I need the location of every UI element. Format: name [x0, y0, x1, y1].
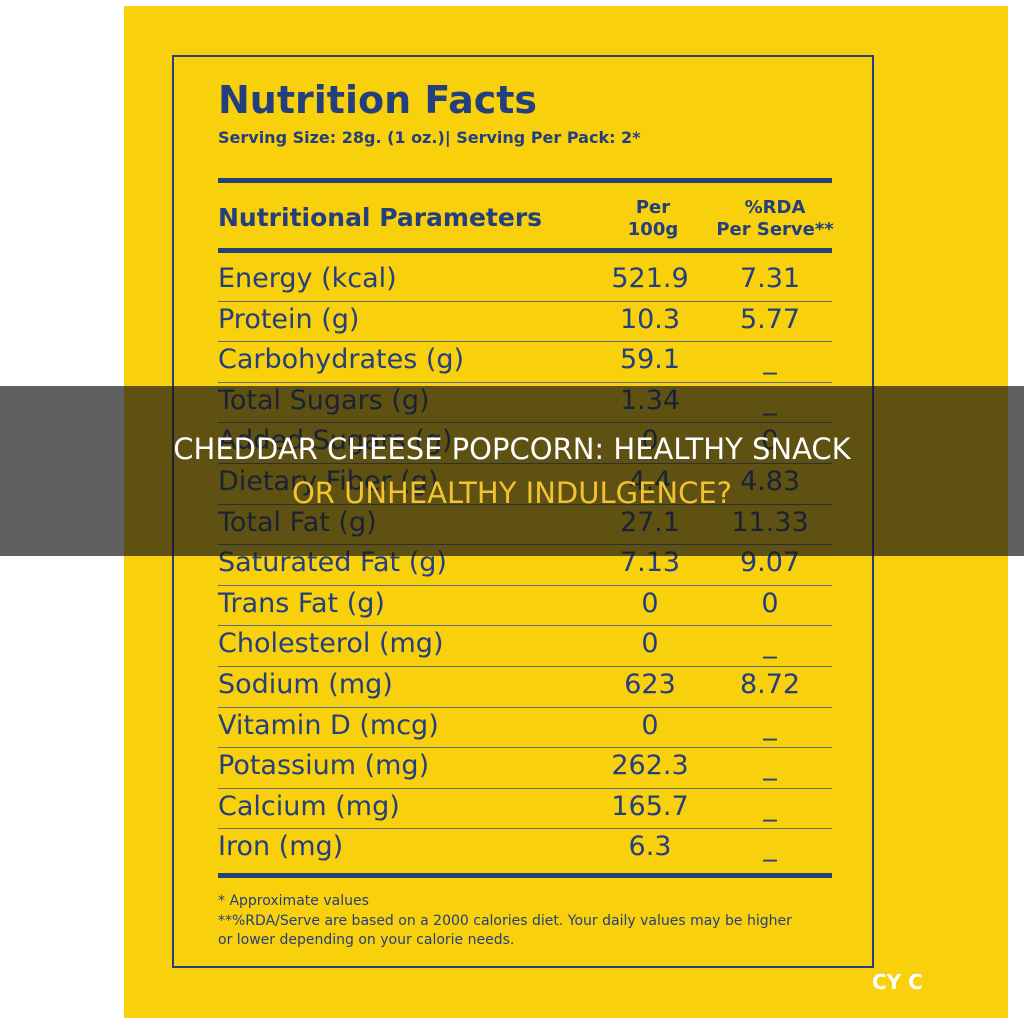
divider — [218, 248, 832, 253]
per-100g-value: 0 — [641, 709, 659, 741]
row-divider — [218, 666, 832, 667]
per-100g-value: 165.7 — [611, 790, 689, 822]
rda-value: 7.31 — [739, 263, 801, 294]
footnote: * Approximate values — [218, 893, 369, 909]
row-divider — [218, 584, 832, 586]
row-divider — [218, 381, 832, 383]
nutrient-name: Protein (g) — [218, 303, 360, 335]
row-divider — [218, 828, 832, 830]
column-header: 100g — [627, 219, 679, 240]
nutrient-name: Calcium (mg) — [218, 790, 400, 822]
per-100g-value: 0 — [641, 587, 659, 619]
row-divider — [218, 341, 832, 343]
footnote: or lower depending on your calorie needs… — [218, 932, 515, 948]
nutrient-name: Vitamin D (mcg) — [218, 709, 439, 741]
rda-value: _ — [763, 790, 777, 822]
per-100g-value: 59.1 — [619, 344, 681, 376]
overlay-title: OR UNHEALTHY INDULGENCE? — [291, 476, 733, 510]
nutrient-name: Carbohydrates (g) — [218, 344, 465, 376]
divider — [218, 178, 832, 183]
nutrient-name: Cholesterol (mg) — [218, 628, 444, 660]
nutrient-name: Potassium (mg) — [218, 750, 430, 782]
serving-info: Serving Size: 28g. (1 oz.)| Serving Per … — [218, 128, 641, 147]
column-header: Nutritional Parameters — [218, 203, 543, 232]
per-100g-value: 0 — [641, 628, 659, 660]
nutrient-name: Iron (mg) — [218, 831, 344, 863]
title-overlay — [0, 386, 1024, 556]
divider — [218, 873, 832, 878]
rda-value: _ — [763, 750, 777, 782]
row-divider — [218, 625, 832, 627]
column-header: Per Serve** — [716, 219, 834, 240]
per-100g-value: 10.3 — [619, 303, 681, 335]
rda-value: 8.72 — [739, 669, 801, 700]
rda-value: _ — [763, 628, 777, 660]
per-100g-value: 262.3 — [611, 750, 689, 782]
per-100g-value: 623 — [624, 669, 676, 700]
rda-value: 0 — [761, 587, 779, 619]
column-header: Per — [635, 197, 671, 218]
column-header: %RDA — [744, 197, 806, 218]
nutrient-name: Sodium (mg) — [218, 669, 393, 700]
per-100g-value: 6.3 — [628, 831, 672, 863]
row-divider — [218, 300, 832, 302]
overlay-title: CHEDDAR CHEESE POPCORN: HEALTHY SNACK — [173, 432, 851, 466]
row-divider — [218, 747, 832, 749]
rda-value: 5.77 — [739, 303, 801, 335]
row-divider — [218, 706, 832, 708]
nutrient-name: Trans Fat (g) — [218, 587, 385, 619]
rda-value: _ — [763, 344, 777, 376]
footnote: **%RDA/Serve are based on a 2000 calorie… — [218, 913, 792, 929]
rda-value: _ — [763, 831, 777, 863]
nutrient-name: Energy (kcal) — [218, 263, 397, 294]
per-100g-value: 521.9 — [611, 263, 689, 294]
rda-value: _ — [763, 709, 777, 741]
label-title: Nutrition Facts — [218, 78, 538, 122]
row-divider — [218, 787, 832, 789]
watermark: CY C — [872, 970, 923, 994]
